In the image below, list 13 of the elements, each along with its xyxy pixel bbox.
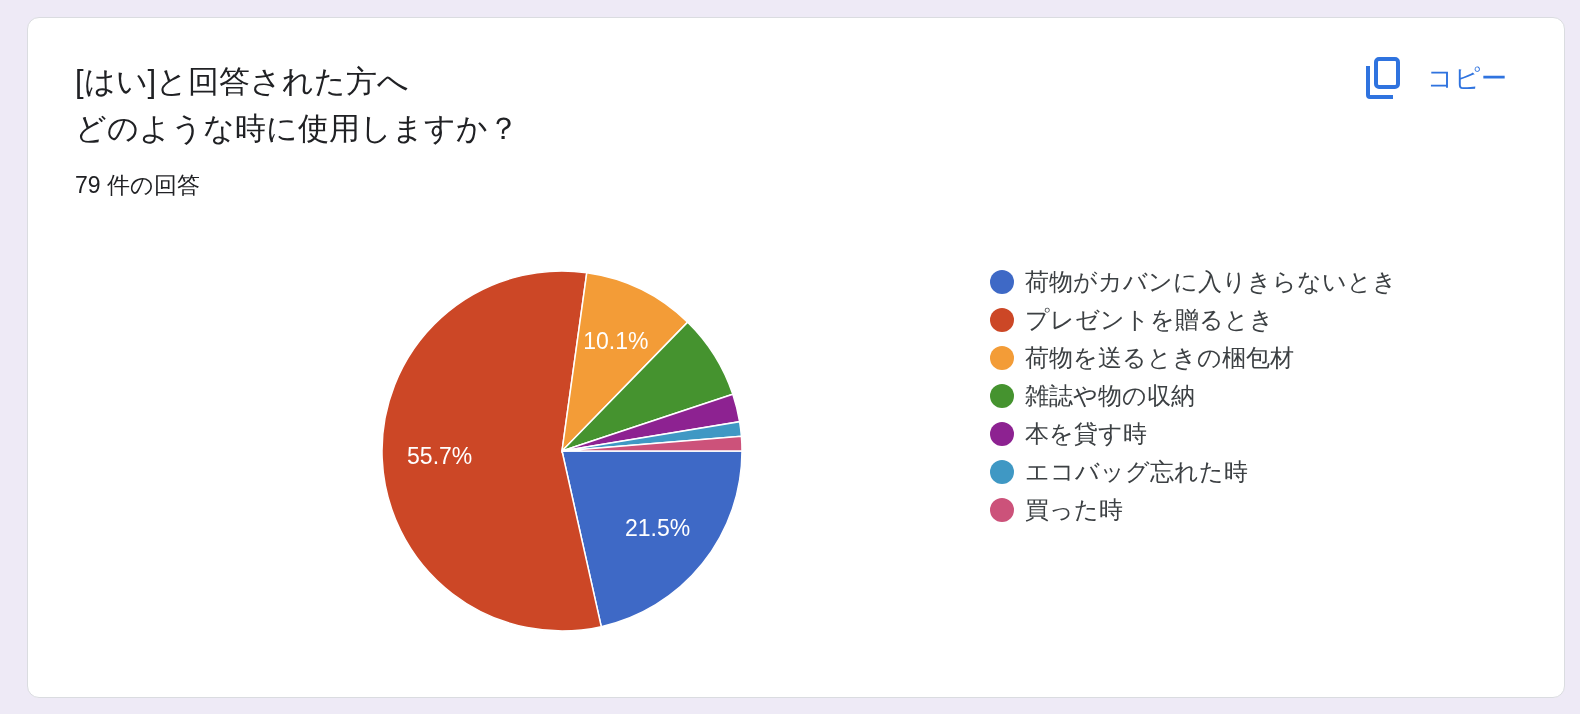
chart-title: [はい]と回答された方へどのような時に使用しますか？ bbox=[75, 64, 519, 146]
legend-label: 荷物を送るときの梱包材 bbox=[1025, 344, 1294, 373]
data-label: 55.7% bbox=[407, 443, 473, 469]
legend-label: 本を貸す時 bbox=[1025, 420, 1147, 449]
legend-label: 荷物がカバンに入りきらないとき bbox=[1025, 268, 1397, 297]
legend-label: エコバッグ忘れた時 bbox=[1025, 458, 1248, 487]
data-label: 10.1% bbox=[583, 328, 649, 355]
text: 79 件の回答 bbox=[75, 171, 200, 200]
data-label: 21.5% bbox=[624, 514, 691, 541]
legend-label: プレゼントを贈るとき bbox=[1025, 306, 1274, 335]
legend-label: 買った時 bbox=[1025, 496, 1123, 525]
legend-label: 雑誌や物の収納 bbox=[1025, 382, 1195, 411]
text: コピー bbox=[1427, 61, 1507, 95]
